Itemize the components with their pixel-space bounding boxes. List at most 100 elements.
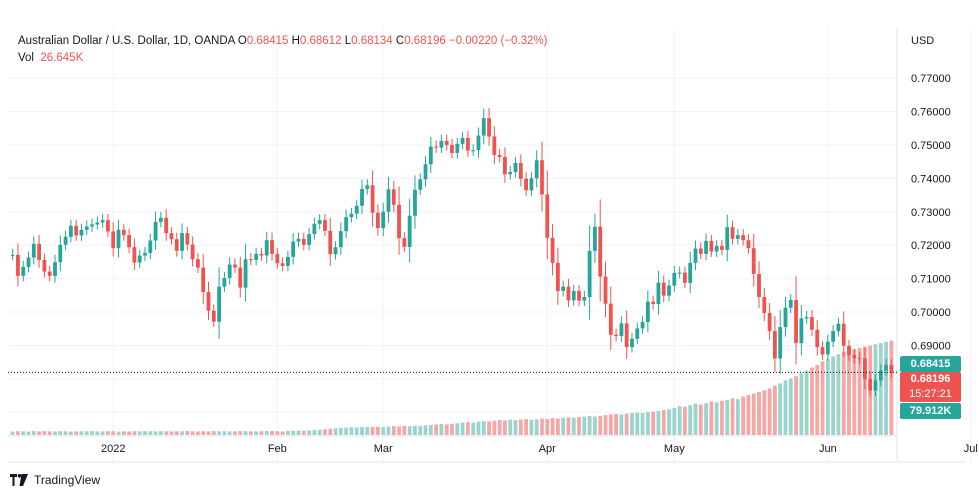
volume-bar <box>169 431 174 435</box>
candle <box>778 309 783 375</box>
volume-bar <box>386 426 391 435</box>
time-tick-label: Jul <box>964 443 978 455</box>
candle-body <box>645 301 650 323</box>
candle <box>301 232 306 251</box>
candle <box>227 257 232 285</box>
candle <box>804 311 809 324</box>
candle <box>90 218 94 232</box>
volume-bar <box>291 430 296 435</box>
tradingview-logo[interactable]: TradingView <box>10 473 100 487</box>
candle <box>233 258 237 273</box>
symbol-legend[interactable]: Australian Dollar / U.S. Dollar, 1D, OAN… <box>18 35 547 47</box>
volume-bar <box>889 340 894 435</box>
candle <box>772 315 777 373</box>
candle-body <box>672 272 677 286</box>
candle <box>434 140 439 153</box>
candle <box>540 141 544 212</box>
candle-body <box>74 225 79 236</box>
open-price-tag: 0.68415 <box>900 356 961 372</box>
candle <box>735 229 740 245</box>
volume-bar <box>323 429 327 435</box>
candle-body <box>275 253 280 264</box>
candle-body <box>635 328 640 339</box>
candle <box>603 261 608 318</box>
candle-body <box>270 240 274 254</box>
candle <box>413 175 417 229</box>
candle-body <box>227 264 232 278</box>
candle <box>460 131 465 150</box>
volume-bar <box>635 412 640 435</box>
symbol-title[interactable]: Australian Dollar / U.S. Dollar, 1D, OAN… <box>18 35 235 47</box>
volume-bar <box>804 370 809 435</box>
candle-body <box>106 220 110 232</box>
candle <box>16 243 20 287</box>
candle <box>725 214 730 262</box>
volume-bar <box>471 422 476 435</box>
candle-body <box>492 136 497 155</box>
volume-bar <box>857 347 862 435</box>
volume-bar <box>190 431 195 435</box>
candle <box>153 211 158 250</box>
candle <box>884 358 888 376</box>
candle-body <box>693 248 698 263</box>
candle <box>164 209 169 241</box>
volume-bar <box>762 390 767 435</box>
volume-bar <box>349 427 354 435</box>
candle <box>693 240 698 271</box>
candle <box>196 253 200 273</box>
candle-body <box>455 143 460 153</box>
volume-bar <box>534 419 539 435</box>
candle-body <box>847 345 851 356</box>
candle-body <box>26 257 31 267</box>
candle <box>481 108 486 145</box>
candle <box>889 358 894 378</box>
candle <box>471 144 476 157</box>
volume-bar <box>227 431 232 435</box>
candle-body <box>360 189 364 206</box>
candle-body <box>153 221 158 241</box>
candle <box>31 236 36 265</box>
candle <box>354 199 359 220</box>
candle <box>841 311 846 357</box>
candle-body <box>799 318 804 344</box>
candle <box>831 325 836 348</box>
candle-body <box>42 259 47 272</box>
candle-body <box>741 235 746 241</box>
volume-bar <box>296 430 301 435</box>
volume-bar <box>730 398 735 435</box>
candle-body <box>439 140 444 148</box>
candle-body <box>397 204 401 239</box>
candle <box>593 213 597 263</box>
volume-bar <box>465 422 470 435</box>
candle-body <box>169 233 174 240</box>
candle-body <box>349 213 354 218</box>
candle <box>201 254 206 305</box>
candle-body <box>100 220 105 223</box>
candle-body <box>386 189 391 212</box>
volume-bar <box>656 410 661 435</box>
volume-bar <box>285 430 290 435</box>
volume-bar <box>550 418 555 435</box>
candle-body <box>862 358 867 379</box>
volume-bar <box>598 415 603 435</box>
candle <box>465 130 470 157</box>
candle <box>26 251 31 273</box>
candle <box>545 170 550 260</box>
volume-bar <box>16 431 20 435</box>
candle-body <box>751 248 756 274</box>
time-axis[interactable]: 2022 Feb Mar Apr May Jun Jul <box>101 443 978 455</box>
candle <box>275 247 280 269</box>
candle <box>312 217 317 240</box>
candle-body <box>762 296 767 314</box>
volume-bar <box>158 431 163 435</box>
volume-legend[interactable]: Vol 26.645K <box>18 52 83 64</box>
candle <box>68 219 73 243</box>
volume-bar <box>206 431 211 435</box>
volume-bar <box>714 402 719 435</box>
candle-body <box>434 146 439 148</box>
high-value: 0.68612 <box>299 35 342 47</box>
candle-body <box>90 224 94 227</box>
candle-body <box>291 241 296 257</box>
candle-body <box>730 227 735 239</box>
